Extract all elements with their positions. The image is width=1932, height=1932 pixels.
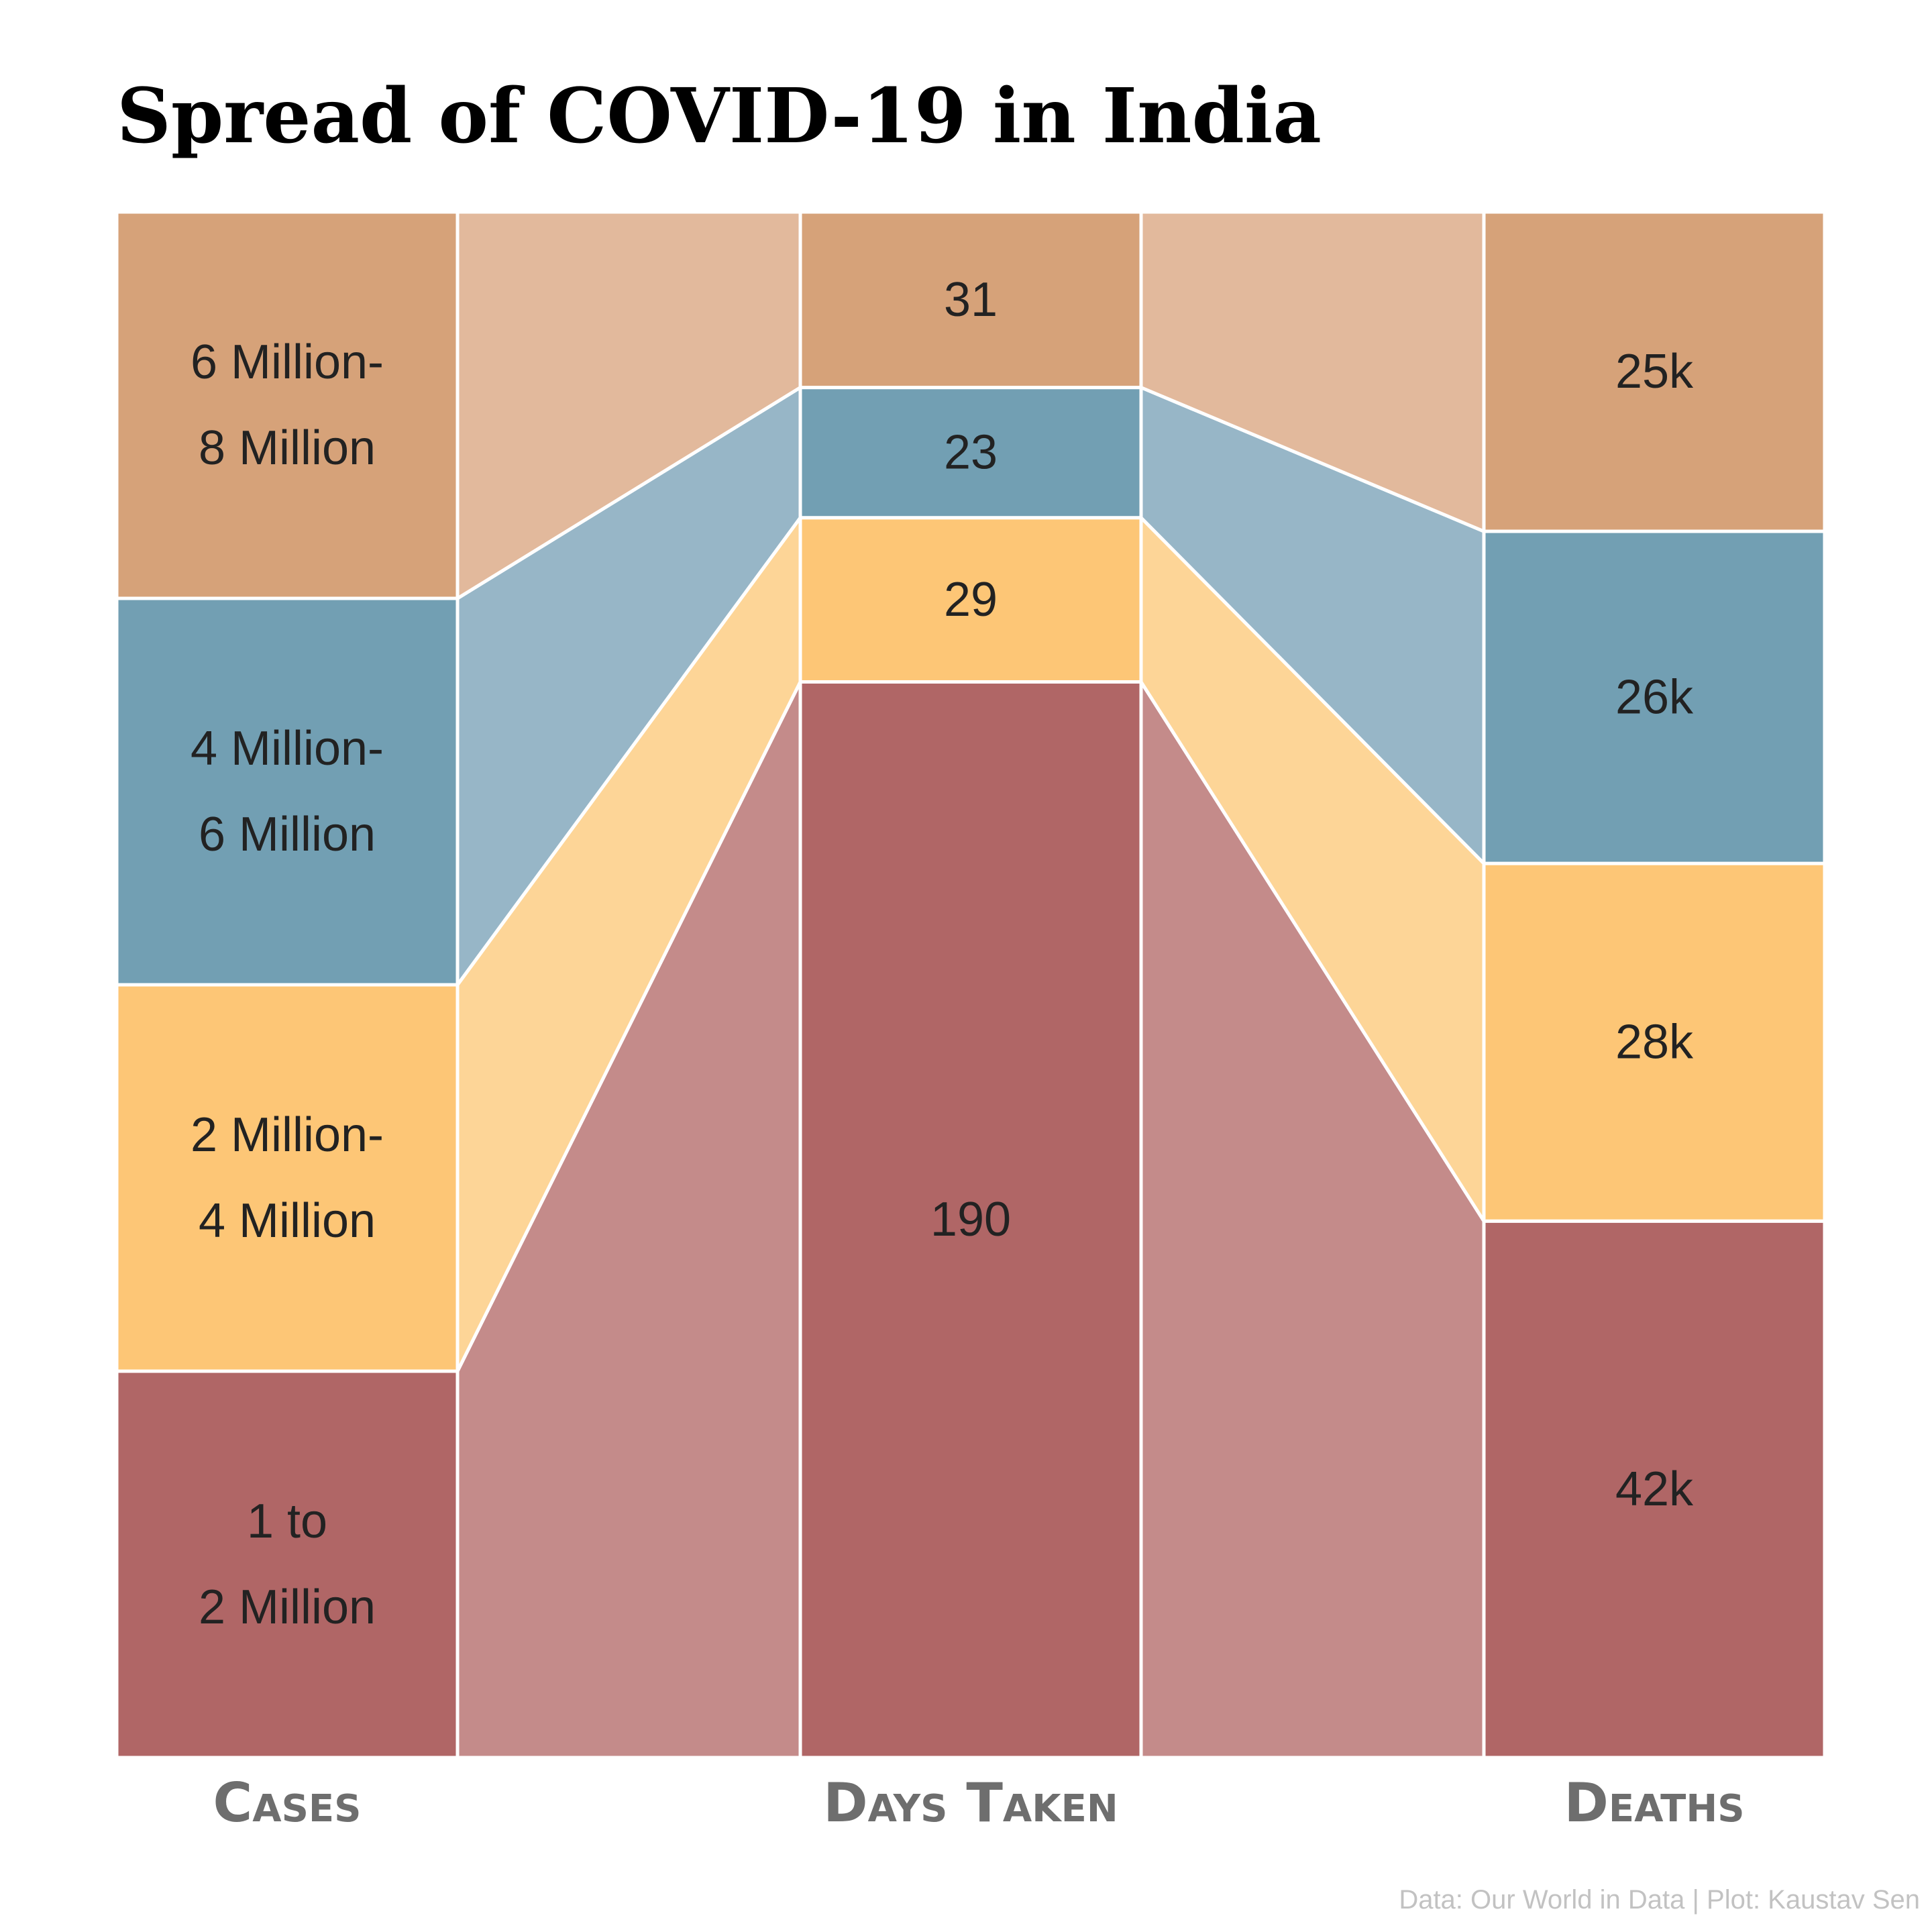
- days-label-4: 31: [944, 273, 998, 327]
- days-bar-2: [798, 516, 1143, 684]
- deaths-label-4: 25k: [1615, 345, 1694, 398]
- days-label-3: 23: [944, 426, 998, 480]
- deaths-label-1: 42k: [1615, 1462, 1694, 1516]
- axis-label-cases: Cases: [213, 1772, 362, 1834]
- deaths-label-3: 26k: [1615, 671, 1694, 724]
- column-axis: Cases Days Taken Deaths: [213, 1772, 1745, 1834]
- axis-label-deaths: Deaths: [1564, 1772, 1744, 1834]
- segment-labels: 1 to 2 Million 2 Million-4 Million 4 Millio…: [191, 273, 1694, 1634]
- cases-label-3: 4 Million-6 Million: [191, 722, 384, 861]
- cases-bar-4: [115, 210, 460, 600]
- source-caption: Data: Our World in Data | Plot: Kaustav …: [1399, 1885, 1920, 1915]
- cases-label-1: 1 to 2 Million: [199, 1495, 376, 1634]
- deaths-bar-4: [1482, 210, 1827, 533]
- cases-bar-3: [115, 596, 460, 987]
- cases-label-2: 2 Million-4 Million: [191, 1108, 384, 1248]
- days-bar-4: [798, 210, 1143, 390]
- days-bar-3: [798, 386, 1143, 520]
- days-label-1: 190: [930, 1193, 1011, 1246]
- deaths-bar-3: [1482, 529, 1827, 865]
- deaths-label-2: 28k: [1615, 1016, 1694, 1069]
- cases-label-4: 6 Million-8 Million: [191, 335, 384, 475]
- cases-bar-1: [115, 1369, 460, 1760]
- stacked-bars: [115, 210, 1827, 1760]
- days-label-2: 29: [944, 573, 998, 627]
- chart-title: Spread of COVID-19 in India: [117, 72, 1322, 160]
- axis-label-days: Days Taken: [823, 1772, 1118, 1834]
- deaths-bar-2: [1482, 861, 1827, 1223]
- cases-bar-2: [115, 983, 460, 1373]
